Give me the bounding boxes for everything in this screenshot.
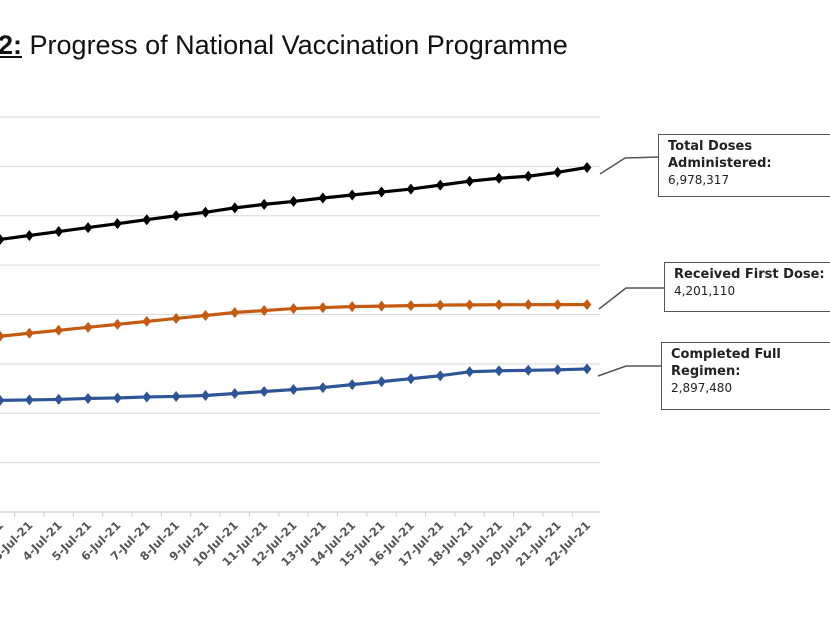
data-point-marker xyxy=(142,315,152,327)
data-point-marker xyxy=(171,390,181,402)
data-point-marker xyxy=(377,300,386,312)
series-total-doses-administered xyxy=(0,161,592,245)
callout-total-doses: Total Doses Administered: 6,978,317 xyxy=(658,134,830,197)
callout-leaders xyxy=(597,156,664,377)
callout-full-value: 2,897,480 xyxy=(671,381,733,395)
series-received-first-dose xyxy=(0,299,592,342)
data-point-marker xyxy=(347,189,357,201)
data-point-marker xyxy=(230,202,240,214)
callout-first-label: Received First Dose: xyxy=(674,267,825,282)
data-point-marker xyxy=(582,363,592,375)
data-point-marker xyxy=(54,324,64,336)
data-point-marker xyxy=(435,179,445,191)
data-point-marker xyxy=(83,222,93,234)
data-point-marker xyxy=(113,318,122,330)
series-completed-full-regimen xyxy=(0,363,592,406)
data-point-marker xyxy=(0,330,5,342)
x-axis: 2-Jul-213-Jul-214-Jul-215-Jul-216-Jul-21… xyxy=(0,511,600,569)
callout-full-regimen: Completed Full Regimen: 2,897,480 xyxy=(661,342,830,410)
data-point-marker xyxy=(406,183,416,195)
data-point-marker xyxy=(201,389,210,401)
data-point-marker xyxy=(494,365,504,377)
data-point-marker xyxy=(523,364,533,376)
callout-first-value: 4,201,110 xyxy=(674,284,736,298)
data-point-marker xyxy=(465,299,474,311)
data-point-marker xyxy=(318,382,328,394)
data-point-marker xyxy=(113,392,122,404)
data-point-marker xyxy=(582,161,592,173)
data-point-marker xyxy=(377,186,386,198)
data-point-marker xyxy=(347,301,357,313)
data-point-marker xyxy=(582,299,592,311)
data-point-marker xyxy=(201,206,210,218)
data-point-marker xyxy=(259,386,269,398)
callout-total-label-2: Administered: xyxy=(668,156,772,171)
data-point-marker xyxy=(259,198,269,210)
data-point-marker xyxy=(0,233,5,245)
data-point-marker xyxy=(553,166,563,178)
data-point-marker xyxy=(553,364,563,376)
page-title: 2: Progress of National Vaccination Prog… xyxy=(0,30,568,61)
data-point-marker xyxy=(142,391,152,403)
data-point-marker xyxy=(553,299,563,311)
data-point-marker xyxy=(24,327,34,339)
callout-leader-line xyxy=(598,287,664,310)
data-point-marker xyxy=(113,218,122,230)
callout-full-label-2: Regimen: xyxy=(671,364,741,379)
series-lines xyxy=(0,161,592,406)
data-point-marker xyxy=(83,321,93,333)
data-point-marker xyxy=(24,230,34,241)
data-point-marker xyxy=(435,370,445,382)
data-point-marker xyxy=(230,388,240,399)
data-point-marker xyxy=(171,312,181,324)
data-point-marker xyxy=(259,305,269,317)
data-point-marker xyxy=(347,379,357,391)
data-point-marker xyxy=(377,376,386,388)
data-point-marker xyxy=(318,302,328,314)
data-point-marker xyxy=(54,226,64,238)
gridlines xyxy=(0,116,600,464)
data-point-marker xyxy=(494,172,504,184)
data-point-marker xyxy=(230,307,240,319)
data-point-marker xyxy=(289,303,298,315)
data-point-marker xyxy=(24,394,34,406)
data-point-marker xyxy=(406,300,416,312)
data-point-marker xyxy=(201,309,210,321)
figure-number: 2: xyxy=(0,30,23,60)
data-point-marker xyxy=(523,299,533,311)
data-point-marker xyxy=(465,366,474,378)
data-point-marker xyxy=(289,195,298,207)
callout-leader-line xyxy=(597,365,661,377)
callout-total-label-1: Total Doses xyxy=(668,139,753,154)
data-point-marker xyxy=(318,192,328,204)
data-point-marker xyxy=(435,299,445,311)
callout-full-label-1: Completed Full xyxy=(671,347,781,362)
data-point-marker xyxy=(54,393,64,405)
data-point-marker xyxy=(494,299,504,311)
callout-total-value: 6,978,317 xyxy=(668,173,730,187)
data-point-marker xyxy=(83,392,93,404)
data-point-marker xyxy=(523,170,533,182)
data-point-marker xyxy=(171,210,181,222)
data-point-marker xyxy=(406,373,416,385)
title-text: Progress of National Vaccination Program… xyxy=(29,30,568,60)
data-point-marker xyxy=(465,175,474,187)
data-point-marker xyxy=(0,394,5,406)
callout-leader-line xyxy=(599,156,659,175)
data-point-marker xyxy=(142,214,152,226)
data-point-marker xyxy=(289,384,298,396)
callout-first-dose: Received First Dose: 4,201,110 xyxy=(664,262,830,312)
